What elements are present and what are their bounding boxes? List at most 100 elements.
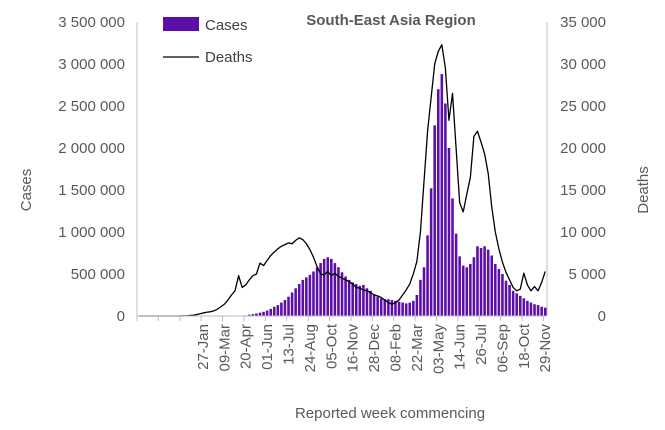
x-tick-label: 08-Feb [388, 324, 405, 372]
x-tick-labels: 27-Jan 09-Mar 20-Apr 01-Jun 13-Jul 24-Aug 05-O… [195, 323, 554, 374]
cases-bar [408, 302, 412, 316]
cases-bar [255, 313, 258, 316]
cases-bar [322, 258, 326, 316]
left-tick-label: 500 000 [71, 266, 125, 283]
chart-title: South-East Asia Region [306, 12, 475, 29]
cases-bar [390, 300, 394, 316]
cases-bar [465, 267, 469, 316]
cases-bar [369, 290, 372, 316]
cases-bar [469, 263, 472, 316]
cases-bar [372, 294, 376, 316]
cases-bar [333, 263, 337, 316]
cases-bar [358, 285, 362, 316]
cases-bar [483, 246, 486, 316]
cases-bar [412, 300, 415, 316]
cases-bar [330, 258, 333, 316]
cases-bar [397, 301, 401, 316]
x-tick-label: 03-May [430, 324, 447, 375]
cases-bar [387, 299, 390, 316]
cases-bar [319, 263, 322, 316]
cases-bar [305, 277, 308, 316]
right-tick-labels: 0 5 000 10 000 15 000 20 000 25 000 30 000 35 0… [560, 14, 606, 325]
cases-bar [504, 280, 508, 316]
cases-bar [354, 284, 358, 316]
cases-bar [429, 188, 433, 316]
cases-bar [394, 300, 397, 316]
cases-bar [447, 148, 451, 316]
cases-bar [533, 304, 536, 316]
cases-bar [526, 300, 529, 316]
cases-bar [401, 302, 404, 316]
deaths-line [138, 44, 546, 317]
cases-bar [248, 314, 251, 316]
cases-bar [518, 295, 522, 316]
cases-bar [287, 296, 290, 316]
cases-bar [365, 288, 369, 316]
cases-bar [490, 255, 494, 316]
cases-bar [422, 267, 426, 316]
cases-bar [440, 74, 444, 316]
x-tick-label: 05-Oct [323, 323, 340, 369]
cases-bar [362, 284, 365, 316]
cases-bars [219, 74, 547, 317]
left-axis-title: Cases [18, 169, 35, 212]
x-tick-label: 26-Jul [473, 324, 490, 365]
cases-bar [251, 314, 255, 316]
cases-bar [476, 246, 479, 316]
cases-bar [337, 267, 340, 316]
left-tick-label: 2 000 000 [58, 140, 125, 157]
cases-bar [315, 267, 319, 316]
left-tick-label: 0 [117, 308, 125, 325]
cases-bar [344, 276, 347, 316]
cases-bar [276, 305, 280, 316]
x-tick-label: 24-Aug [302, 324, 319, 372]
left-tick-label: 1 500 000 [58, 182, 125, 199]
cases-bar [543, 307, 547, 316]
cases-bar [326, 257, 330, 316]
left-tick-label: 2 500 000 [58, 98, 125, 115]
cases-bar [294, 288, 297, 316]
right-tick-label: 10 000 [560, 224, 606, 241]
x-tick-label: 18-Oct [516, 323, 533, 369]
cases-bar [283, 300, 287, 316]
cases-bar [436, 89, 440, 316]
cases-bar [347, 279, 351, 316]
x-tick-label: 09-Mar [216, 324, 233, 372]
cases-bar [415, 295, 419, 316]
cases-bar [479, 247, 483, 316]
right-tick-label: 15 000 [560, 182, 606, 199]
cases-bar [451, 198, 454, 316]
cases-bar [297, 284, 301, 316]
left-tick-label: 3 500 000 [58, 14, 125, 31]
x-tick-label: 27-Jan [195, 324, 212, 370]
cases-bar [265, 310, 269, 316]
cases-bar [472, 257, 476, 316]
right-axis-title: Deaths [635, 166, 652, 214]
cases-bar [540, 306, 543, 316]
legend: Cases Deaths [163, 17, 253, 66]
x-tick-label: 29-Nov [537, 324, 554, 373]
right-tick-label: 20 000 [560, 140, 606, 157]
cases-bar [508, 284, 511, 316]
cases-bar [404, 303, 408, 316]
x-tick-label: 16-Nov [345, 324, 362, 373]
cases-bar [280, 302, 283, 316]
cases-bar [376, 296, 379, 316]
x-tick-label: 28-Dec [366, 324, 383, 373]
cases-bar [379, 298, 383, 316]
cases-bar [340, 272, 344, 316]
cases-bar [511, 290, 515, 316]
cases-bar [444, 103, 447, 316]
right-tick-label: 25 000 [560, 98, 606, 115]
x-tick-label: 13-Jul [281, 324, 298, 365]
cases-bar [383, 299, 387, 316]
cases-bar [290, 292, 294, 316]
cases-bar [312, 271, 315, 316]
x-axis-title: Reported week commencing [295, 405, 485, 422]
left-tick-labels: 0 500 000 1 000 000 1 500 000 2 000 000 2 500… [58, 14, 125, 325]
cases-bar [454, 233, 458, 316]
cases-bar [536, 305, 540, 316]
right-tick-label: 35 000 [560, 14, 606, 31]
cases-bar [501, 274, 504, 316]
